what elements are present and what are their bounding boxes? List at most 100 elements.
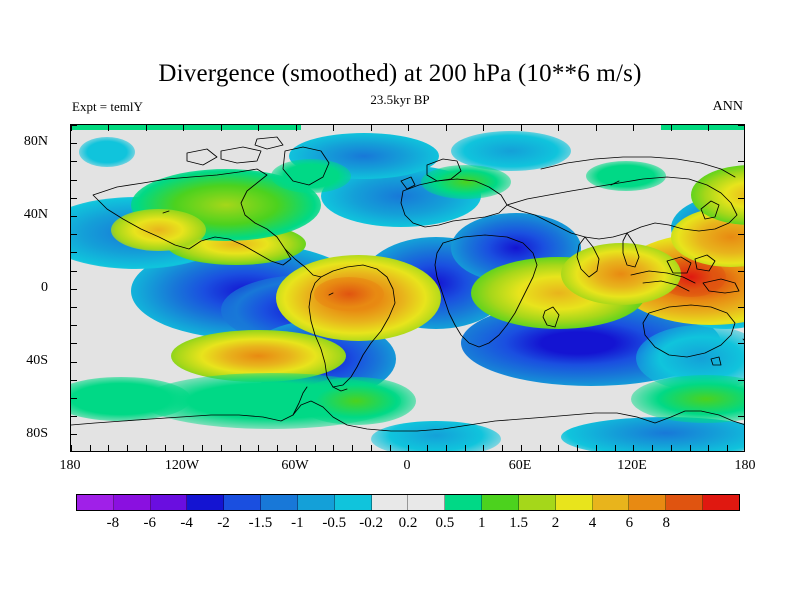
colorbar-band-6 — [297, 495, 335, 510]
colorbar-band-7 — [334, 495, 372, 510]
x-axis-label-60e: 60E — [508, 458, 532, 473]
x-minor-tick — [596, 445, 597, 451]
colorbar-tick--0.5: -0.5 — [322, 515, 347, 531]
x-minor-tick-top — [671, 125, 672, 131]
map-plot-area[interactable] — [70, 124, 745, 452]
colorbar-tick-0.5: 0.5 — [435, 515, 455, 531]
x-minor-tick — [108, 445, 109, 451]
x-minor-tick — [240, 445, 241, 451]
x-minor-tick-top — [521, 125, 522, 131]
x-minor-tick — [315, 445, 316, 451]
colorbar-tick-2: 2 — [551, 515, 560, 531]
x-minor-tick-top — [708, 125, 709, 131]
x-axis-label-60w: 60W — [281, 458, 309, 473]
divergence-field — [71, 125, 744, 451]
y-axis-label-40s: 40S — [26, 353, 48, 368]
colorbar-band-2 — [150, 495, 188, 510]
y-minor-tick — [71, 416, 77, 417]
x-minor-tick — [165, 445, 166, 451]
x-minor-tick — [465, 445, 466, 451]
x-minor-tick — [352, 445, 353, 451]
y-minor-tick — [71, 362, 77, 363]
colorbar-band-13 — [555, 495, 593, 510]
blob-antarctic-convergence-1 — [371, 421, 501, 451]
colorbar-band-5 — [261, 495, 298, 510]
colorbar-band-14 — [592, 495, 630, 510]
y-minor-tick-right — [738, 198, 744, 199]
season-label: ANN — [712, 99, 743, 114]
colorbar-band-9 — [408, 495, 446, 510]
page-title: Divergence (smoothed) at 200 hPa (10**6 … — [158, 60, 642, 87]
x-minor-tick-top — [633, 125, 634, 131]
x-minor-tick — [671, 445, 672, 451]
x-minor-tick — [690, 445, 691, 451]
x-minor-tick — [277, 445, 278, 451]
x-minor-tick — [146, 445, 147, 451]
y-minor-tick-right — [738, 416, 744, 417]
x-minor-tick — [540, 445, 541, 451]
x-minor-tick — [446, 445, 447, 451]
experiment-label: Expt = temlY — [72, 99, 143, 114]
colorbar-tick-4: 4 — [588, 515, 597, 531]
y-minor-tick — [71, 307, 77, 308]
colorbar-tick-6: 6 — [625, 515, 634, 531]
blob-arctic-convergence-3 — [451, 131, 571, 171]
y-minor-tick — [71, 161, 77, 162]
y-minor-tick — [71, 434, 77, 435]
x-minor-tick — [408, 445, 409, 451]
x-minor-tick — [202, 445, 203, 451]
x-minor-tick — [296, 445, 297, 451]
x-minor-tick — [258, 445, 259, 451]
y-minor-tick — [71, 325, 77, 326]
x-axis-label-180e: 180 — [734, 458, 756, 473]
y-axis-label-80s: 80S — [26, 426, 48, 441]
colorbar-band-12 — [518, 495, 556, 510]
x-minor-tick — [708, 445, 709, 451]
y-minor-tick — [71, 289, 77, 290]
x-minor-tick — [502, 445, 503, 451]
x-minor-tick — [615, 445, 616, 451]
x-minor-tick-top — [483, 125, 484, 131]
x-minor-tick-top — [333, 125, 334, 131]
x-minor-tick — [558, 445, 559, 451]
colorbar-tick-1: 1 — [478, 515, 486, 531]
y-axis-label-0: 0 — [41, 280, 48, 295]
blob-southern-ocean-divergence-3 — [631, 375, 744, 423]
x-axis-label-0: 0 — [403, 458, 411, 473]
x-minor-tick-top — [71, 125, 72, 131]
colorbar-tick--8: -8 — [106, 515, 120, 531]
colorbar-band-1 — [113, 495, 151, 510]
x-minor-tick-top — [371, 125, 372, 131]
x-minor-tick-top — [408, 125, 409, 131]
x-minor-tick-top — [108, 125, 109, 131]
colorbar-band-16 — [666, 495, 704, 510]
x-axis-label-120w: 120W — [164, 458, 200, 473]
colorbar-tick-8: 8 — [662, 515, 670, 531]
colorbar[interactable] — [76, 494, 740, 511]
blob-southern-ocean-divergence-4 — [296, 377, 416, 425]
blob-europe-divergence — [421, 165, 511, 199]
blob-arctic-convergence-2 — [79, 137, 135, 167]
coastline-overlay — [71, 136, 744, 432]
x-minor-tick-top — [258, 125, 259, 131]
y-minor-tick — [71, 271, 77, 272]
x-minor-tick — [521, 445, 522, 451]
y-minor-tick — [71, 252, 77, 253]
blob-amazon-core — [314, 277, 384, 311]
y-minor-tick — [71, 216, 77, 217]
y-minor-tick — [71, 198, 77, 199]
colorbar-band-3 — [187, 495, 225, 510]
colorbar-band-8 — [371, 495, 409, 510]
chart-subtitle: 23.5kyr BP — [370, 92, 430, 107]
x-minor-tick-top — [596, 125, 597, 131]
colorbar-band-17 — [703, 495, 739, 510]
y-minor-tick-right — [738, 307, 744, 308]
colorbar-tick--4: -4 — [180, 515, 193, 531]
y-minor-tick-right — [738, 343, 744, 344]
y-minor-tick-right — [738, 271, 744, 272]
colorbar-band-11 — [482, 495, 519, 510]
y-minor-tick-right — [738, 234, 744, 235]
x-minor-tick-top — [146, 125, 147, 131]
blob-india-divergence — [561, 243, 681, 305]
x-minor-tick — [727, 445, 728, 451]
